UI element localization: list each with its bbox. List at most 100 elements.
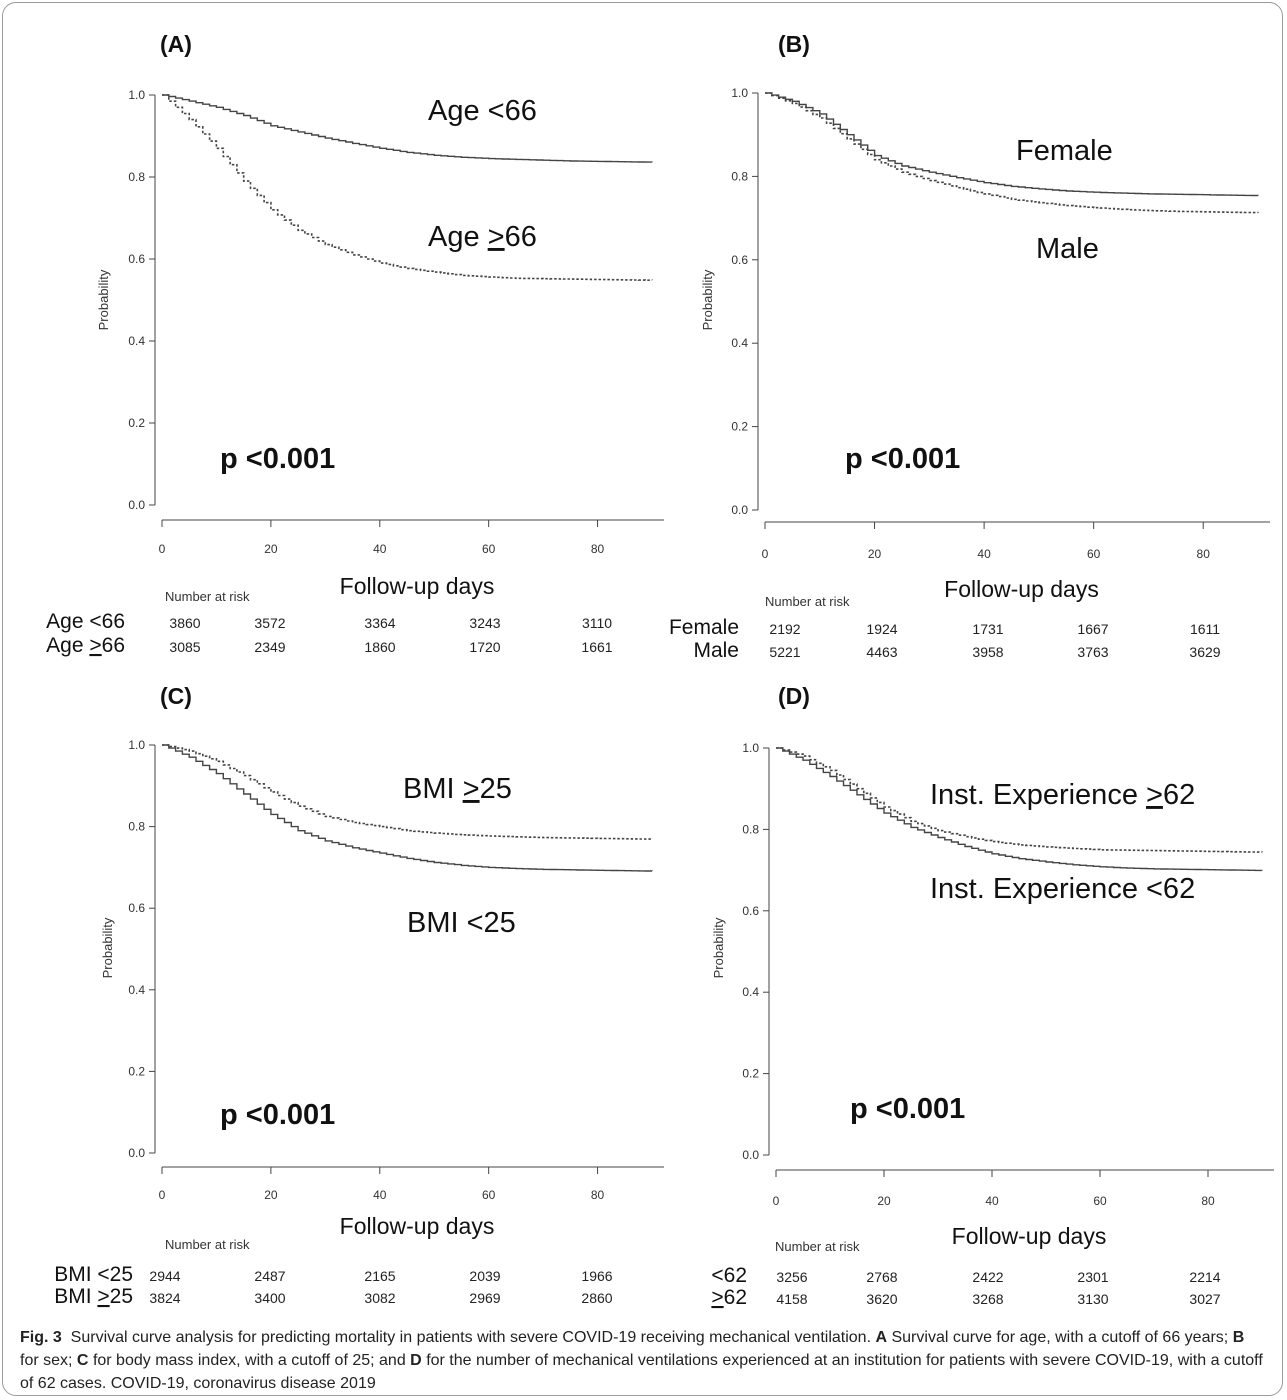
- curve-label: Inst. Experience <62: [930, 873, 1195, 905]
- number-at-risk-value: 4463: [866, 644, 897, 660]
- x-axis-title: Follow-up days: [340, 1213, 495, 1239]
- x-tick-label: 20: [264, 542, 278, 556]
- caption-key-c: C: [76, 1352, 89, 1369]
- number-at-risk-value: 3620: [866, 1291, 897, 1307]
- number-at-risk-value: 2301: [1077, 1269, 1108, 1285]
- number-at-risk-value: 3268: [972, 1291, 1003, 1307]
- caption-text-d: for the number of mechanical ventilation…: [20, 1352, 1263, 1392]
- y-axis-title: Probability: [100, 917, 115, 978]
- number-at-risk-value: 1731: [972, 621, 1003, 637]
- survival-panel-a: (A) 0.0 0.2 0.4 0.6 0.8 1.0 0 20 40 60 80 Follow-up …: [46, 31, 664, 657]
- survival-panel-b: (B) 0.0 0.2 0.4 0.6 0.8 1.0 0 20 40 60 80 Follow-up …: [669, 31, 1270, 662]
- number-at-risk-title: Number at risk: [775, 1239, 860, 1254]
- y-tick-label: 0.0: [731, 503, 748, 517]
- number-at-risk-title: Number at risk: [165, 589, 250, 604]
- number-at-risk-value: 3256: [776, 1269, 807, 1285]
- x-tick-label: 60: [1093, 1194, 1107, 1208]
- y-tick-label: 1.0: [128, 738, 145, 752]
- survival-panel-d: (D) 0.0 0.2 0.4 0.6 0.8 1.0 0 20 40 60 80 Follow-up …: [711, 683, 1274, 1309]
- x-tick-label: 0: [159, 542, 166, 556]
- y-tick-label: 0.6: [742, 904, 759, 918]
- caption-text-b: for sex;: [20, 1352, 73, 1369]
- y-tick-label: 0.2: [731, 420, 748, 434]
- panel-letter: (B): [778, 31, 810, 57]
- y-tick-label: 0.0: [128, 1146, 145, 1160]
- survival-curve-dashed: [776, 747, 1263, 853]
- x-tick-label: 60: [1087, 547, 1101, 561]
- number-at-risk-value: 2969: [469, 1290, 500, 1306]
- x-tick-label: 40: [373, 1188, 387, 1202]
- number-at-risk-value: 2165: [364, 1268, 395, 1284]
- x-tick-label: 40: [985, 1194, 999, 1208]
- number-at-risk-value: 3027: [1189, 1291, 1220, 1307]
- p-value-label: p <0.001: [220, 443, 335, 475]
- survival-curve-dashed: [162, 744, 653, 840]
- y-tick-label: 0.4: [128, 983, 145, 997]
- number-at-risk-value: 3958: [972, 644, 1003, 660]
- curve-label: BMI >25: [403, 773, 512, 805]
- number-at-risk-group-label: BMI >25: [54, 1285, 133, 1308]
- panel-letter: (A): [160, 31, 192, 57]
- x-tick-label: 60: [482, 1188, 496, 1202]
- number-at-risk-value: 1860: [364, 639, 395, 655]
- y-tick-label: 0.2: [128, 1064, 145, 1078]
- number-at-risk-value: 2039: [469, 1268, 500, 1284]
- number-at-risk-value: 1924: [866, 621, 897, 637]
- number-at-risk-group-label: BMI <25: [54, 1263, 133, 1286]
- number-at-risk-value: 3629: [1189, 644, 1220, 660]
- number-at-risk-value: 2422: [972, 1269, 1003, 1285]
- p-value-label: p <0.001: [850, 1093, 965, 1125]
- number-at-risk-title: Number at risk: [765, 594, 850, 609]
- survival-curve-solid: [162, 744, 653, 872]
- number-at-risk-value: 2214: [1189, 1269, 1220, 1285]
- y-tick-label: 1.0: [742, 741, 759, 755]
- caption-key-a: A: [875, 1329, 888, 1346]
- number-at-risk-value: 1966: [581, 1268, 612, 1284]
- x-tick-label: 80: [591, 1188, 605, 1202]
- y-tick-label: 1.0: [128, 88, 145, 102]
- y-tick-label: 0.2: [742, 1067, 759, 1081]
- y-axis-title: Probability: [96, 269, 111, 330]
- caption-fig-label: Fig. 3: [20, 1329, 62, 1346]
- y-tick-label: 0.4: [742, 985, 759, 999]
- number-at-risk-group-label: >62: [711, 1286, 747, 1309]
- number-at-risk-value: 1720: [469, 639, 500, 655]
- number-at-risk-value: 3243: [469, 615, 500, 631]
- y-tick-label: 0.6: [128, 901, 145, 915]
- curve-label: Inst. Experience >62: [930, 779, 1195, 811]
- number-at-risk-value: 3400: [254, 1290, 285, 1306]
- number-at-risk-value: 3572: [254, 615, 285, 631]
- number-at-risk-value: 1611: [1190, 621, 1220, 637]
- number-at-risk-value: 3130: [1077, 1291, 1108, 1307]
- y-tick-label: 0.8: [731, 169, 748, 183]
- survival-panel-c: (C) 0.0 0.2 0.4 0.6 0.8 1.0 0 20 40 60 80 Follow-up …: [54, 683, 664, 1308]
- y-tick-label: 0.8: [128, 820, 145, 834]
- number-at-risk-value: 5221: [769, 644, 800, 660]
- y-tick-label: 0.4: [731, 336, 748, 350]
- number-at-risk-value: 3110: [582, 615, 612, 631]
- x-tick-label: 20: [868, 547, 882, 561]
- survival-curve-solid: [162, 94, 653, 163]
- x-tick-label: 20: [264, 1188, 278, 1202]
- x-tick-label: 80: [1197, 547, 1211, 561]
- number-at-risk-value: 3763: [1077, 644, 1108, 660]
- number-at-risk-value: 3085: [169, 639, 200, 655]
- y-axis-title: Probability: [711, 917, 726, 978]
- number-at-risk-value: 1667: [1077, 621, 1108, 637]
- y-tick-label: 1.0: [731, 86, 748, 100]
- number-at-risk-value: 3364: [364, 615, 395, 631]
- y-axis-title: Probability: [700, 269, 715, 330]
- x-tick-label: 80: [1201, 1194, 1215, 1208]
- number-at-risk-group-label: Male: [693, 639, 739, 662]
- curve-label: Age >66: [428, 221, 537, 253]
- curve-label: Age <66: [428, 95, 537, 127]
- x-tick-label: 0: [159, 1188, 166, 1202]
- y-tick-label: 0.8: [128, 170, 145, 184]
- number-at-risk-value: 2192: [769, 621, 800, 637]
- panel-letter: (D): [778, 683, 810, 709]
- y-tick-label: 0.0: [742, 1148, 759, 1162]
- curve-label: Female: [1016, 135, 1113, 167]
- y-tick-label: 0.6: [731, 253, 748, 267]
- number-at-risk-value: 2860: [581, 1290, 612, 1306]
